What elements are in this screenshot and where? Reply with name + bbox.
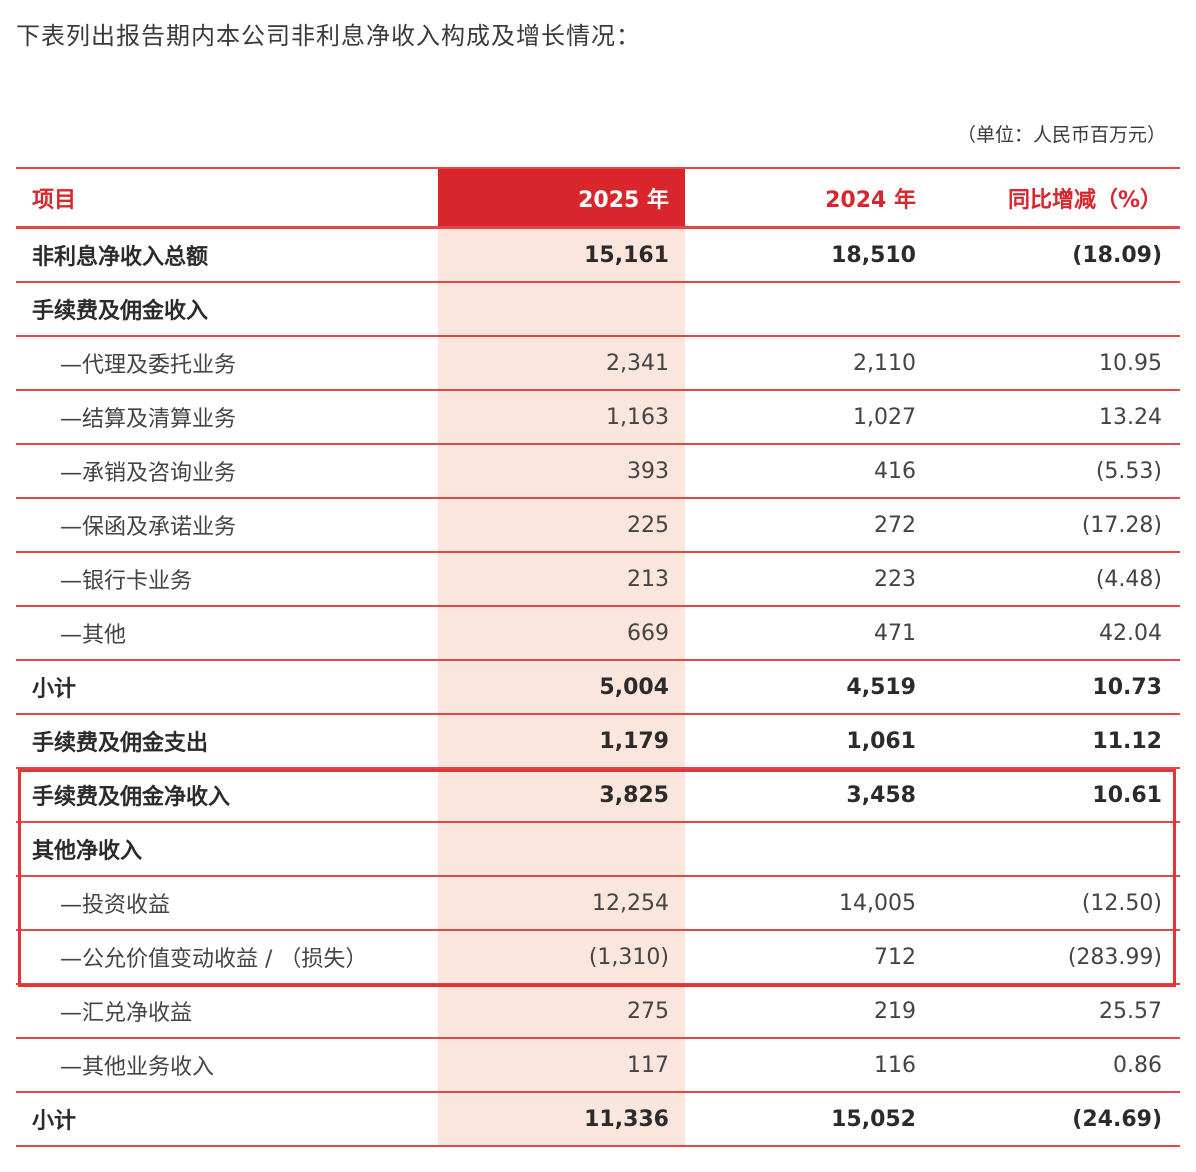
row-change: 25.57 (1099, 998, 1162, 1024)
row-item: —承销及咨询业务 (60, 461, 237, 486)
row-2024: 1,027 (853, 404, 916, 430)
table-header: 项目 2025 年 2024 年 同比增减（%） (16, 167, 1180, 229)
row-2024: 2,110 (853, 350, 916, 376)
row-change: 0.86 (1113, 1052, 1162, 1078)
table-row: 其他净收入 (16, 823, 1180, 877)
row-change: (12.50) (1081, 890, 1162, 916)
table-row: —汇兑净收益 275 219 25.57 (16, 985, 1180, 1039)
table-row: 非利息净收入总额 15,161 18,510 (18.09) (16, 229, 1180, 283)
row-change: (5.53) (1095, 458, 1162, 484)
row-change: 42.04 (1099, 620, 1162, 646)
row-2024: 3,458 (846, 782, 916, 808)
row-item: —公允价值变动收益 / （损失） (60, 947, 368, 972)
row-2024: 712 (874, 944, 916, 970)
row-2024: 416 (874, 458, 916, 484)
row-item: —结算及清算业务 (60, 407, 237, 432)
row-2025: 213 (627, 566, 669, 592)
header-2025: 2025 年 (438, 169, 685, 226)
row-2025: 225 (627, 512, 669, 538)
row-2025: 1,163 (606, 404, 669, 430)
table-row: 手续费及佣金收入 (16, 283, 1180, 337)
table-row: 手续费及佣金净收入 3,825 3,458 10.61 (16, 769, 1180, 823)
row-change: 13.24 (1099, 404, 1162, 430)
row-item: —其他业务收入 (60, 1055, 215, 1080)
table-row: —承销及咨询业务 393 416 (5.53) (16, 445, 1180, 499)
row-change: 10.95 (1099, 350, 1162, 376)
income-table: 项目 2025 年 2024 年 同比增减（%） 非利息净收入总额 15,161… (16, 167, 1180, 1147)
header-item: 项目 (32, 187, 77, 213)
header-2024: 2024 年 (825, 187, 916, 213)
table-row: —其他业务收入 117 116 0.86 (16, 1039, 1180, 1093)
row-item: 小计 (32, 677, 77, 702)
table-row: 手续费及佣金支出 1,179 1,061 11.12 (16, 715, 1180, 769)
row-item: 小计 (32, 1109, 77, 1134)
row-item: —代理及委托业务 (60, 353, 237, 378)
table-row: —结算及清算业务 1,163 1,027 13.24 (16, 391, 1180, 445)
row-item: 手续费及佣金收入 (32, 299, 209, 324)
row-2024: 223 (874, 566, 916, 592)
row-change: (17.28) (1081, 512, 1162, 538)
table-row: —投资收益 12,254 14,005 (12.50) (16, 877, 1180, 931)
row-2025: (1,310) (588, 944, 669, 970)
row-2024: 471 (874, 620, 916, 646)
row-2024: 18,510 (831, 242, 916, 268)
row-change: (4.48) (1095, 566, 1162, 592)
row-2025: 15,161 (584, 242, 669, 268)
row-item: 手续费及佣金净收入 (32, 785, 231, 810)
header-change: 同比增减（%） (1007, 187, 1162, 213)
row-change: (283.99) (1067, 944, 1162, 970)
row-2024: 1,061 (846, 728, 916, 754)
table-row: —保函及承诺业务 225 272 (17.28) (16, 499, 1180, 553)
row-change: (18.09) (1072, 242, 1162, 268)
row-2024: 14,005 (839, 890, 916, 916)
table-row: —银行卡业务 213 223 (4.48) (16, 553, 1180, 607)
row-2025: 669 (627, 620, 669, 646)
row-change: 11.12 (1092, 728, 1162, 754)
unit-note: （单位：人民币百万元） (956, 124, 1166, 146)
row-2025: 11,336 (584, 1106, 669, 1132)
row-item: 非利息净收入总额 (32, 245, 209, 270)
row-change: 10.61 (1092, 782, 1162, 808)
table-row: —其他 669 471 42.04 (16, 607, 1180, 661)
row-item: 手续费及佣金支出 (32, 731, 209, 756)
row-item: —其他 (60, 623, 127, 648)
row-2025: 275 (627, 998, 669, 1024)
table-row: 小计 11,336 15,052 (24.69) (16, 1093, 1180, 1147)
table-row: —代理及委托业务 2,341 2,110 10.95 (16, 337, 1180, 391)
row-change: 10.73 (1092, 674, 1162, 700)
row-2025: 117 (627, 1052, 669, 1078)
row-item: —保函及承诺业务 (60, 515, 237, 540)
row-2025: 393 (627, 458, 669, 484)
row-2024: 116 (874, 1052, 916, 1078)
row-2024: 272 (874, 512, 916, 538)
row-item: —汇兑净收益 (60, 1001, 193, 1026)
row-2025: 5,004 (599, 674, 669, 700)
table-row: —公允价值变动收益 / （损失） (1,310) 712 (283.99) (16, 931, 1180, 985)
row-change: (24.69) (1072, 1106, 1162, 1132)
row-item: —投资收益 (60, 893, 171, 918)
row-2024: 219 (874, 998, 916, 1024)
row-2025: 1,179 (599, 728, 669, 754)
table-row: 小计 5,004 4,519 10.73 (16, 661, 1180, 715)
row-2024: 15,052 (831, 1106, 916, 1132)
row-item: 其他净收入 (32, 839, 143, 864)
row-2025: 3,825 (599, 782, 669, 808)
row-item: —银行卡业务 (60, 569, 193, 594)
row-2024: 4,519 (846, 674, 916, 700)
row-2025: 2,341 (606, 350, 669, 376)
row-2025: 12,254 (592, 890, 669, 916)
intro-text: 下表列出报告期内本公司非利息净收入构成及增长情况： (16, 22, 641, 50)
